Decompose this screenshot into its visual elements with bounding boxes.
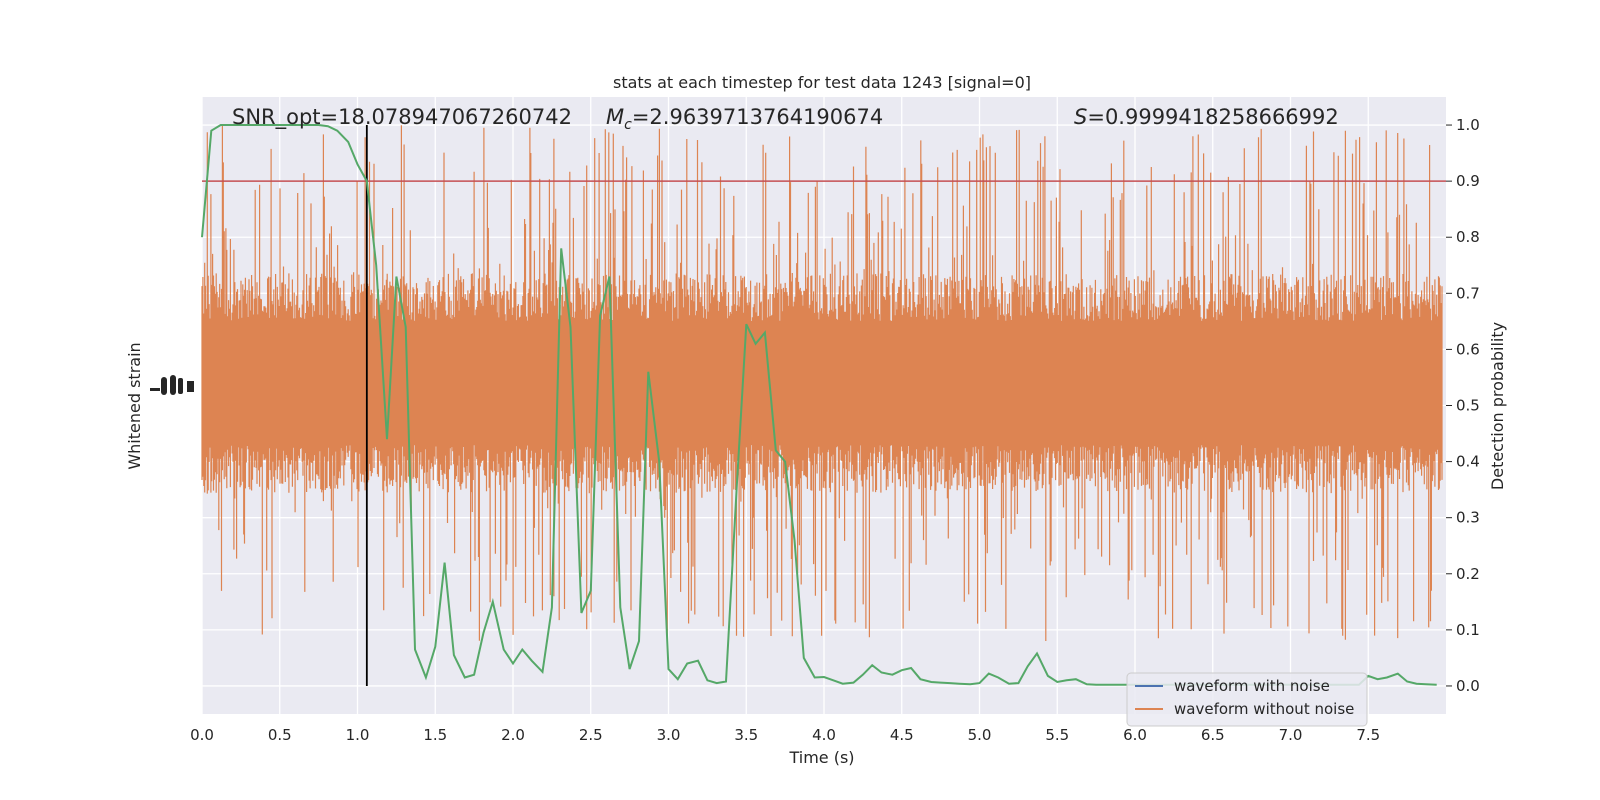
y-axis-right-ticks: 0.0 0.1 0.2 0.3 0.4 0.5 0.6 0.7 0.8 0.9 1.0 (1446, 116, 1480, 695)
x-tick-label: 0.0 (190, 726, 214, 744)
x-tick-label: 5.5 (1045, 726, 1069, 744)
left-axis-ticks (150, 375, 194, 395)
y-tick-label: 0.2 (1456, 565, 1480, 583)
score-annotation: S=0.9999418258666992 (1074, 105, 1339, 129)
y-tick-label: 0.5 (1456, 397, 1480, 415)
x-tick-label: 3.5 (734, 726, 758, 744)
legend-label-without-noise: waveform without noise (1174, 700, 1354, 718)
x-tick-label: 1.0 (346, 726, 370, 744)
x-axis-ticks: 0.0 0.5 1.0 1.5 2.0 2.5 3.0 3.5 4.0 4.5 5.0 5.5 6.0 6… (190, 726, 1380, 744)
x-tick-label: 7.0 (1279, 726, 1303, 744)
y-tick-label: 0.7 (1456, 284, 1480, 302)
x-tick-label: 7.5 (1356, 726, 1380, 744)
legend: waveform with noise waveform without noi… (1126, 672, 1368, 727)
x-tick-label: 0.5 (268, 726, 292, 744)
y-tick-label: 0.9 (1456, 172, 1480, 190)
x-tick-label: 5.0 (968, 726, 992, 744)
chirp-mass-annotation: Mc=2.9639713764190674 (606, 105, 883, 133)
y-axis-left-label: Whitened strain (125, 342, 144, 469)
x-tick-label: 2.5 (579, 726, 603, 744)
x-tick-label: 1.5 (423, 726, 447, 744)
y-axis-right-label: Detection probability (1488, 322, 1507, 490)
x-tick-label: 6.5 (1201, 726, 1225, 744)
y-tick-label: 0.4 (1456, 453, 1480, 471)
y-tick-label: 0.3 (1456, 509, 1480, 527)
chart-title: stats at each timestep for test data 124… (613, 73, 1031, 92)
y-tick-label: 0.6 (1456, 340, 1480, 358)
y-tick-label: 1.0 (1456, 116, 1480, 134)
y-tick-label: 0.1 (1456, 621, 1480, 639)
x-tick-label: 3.0 (657, 726, 681, 744)
y-tick-label: 0.8 (1456, 228, 1480, 246)
y-tick-label: 0.0 (1456, 677, 1480, 695)
x-axis-label: Time (s) (788, 748, 854, 767)
legend-label-with-noise: waveform with noise (1174, 677, 1330, 695)
x-tick-label: 2.0 (501, 726, 525, 744)
x-tick-label: 4.0 (812, 726, 836, 744)
x-tick-label: 6.0 (1123, 726, 1147, 744)
x-tick-label: 4.5 (890, 726, 914, 744)
snr-annotation: SNR_opt=18.078947067260742 (232, 105, 572, 130)
